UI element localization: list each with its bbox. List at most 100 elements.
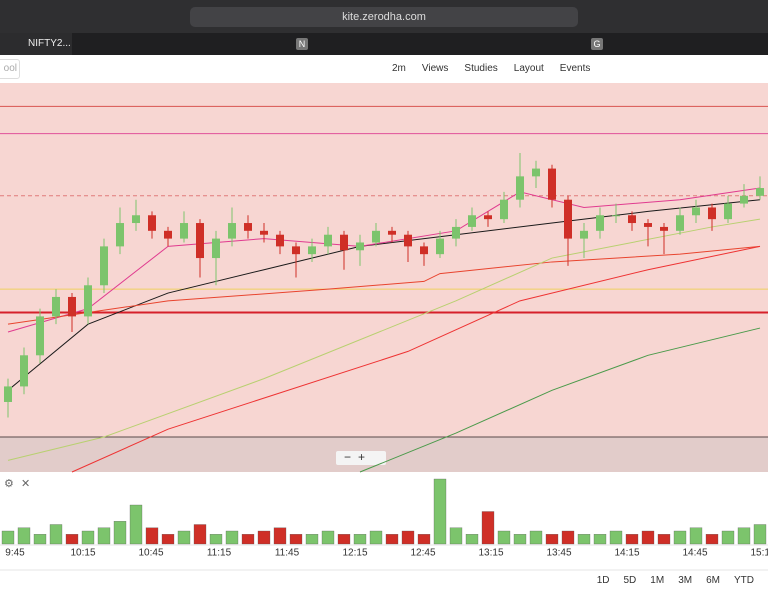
volume-bar (193, 524, 207, 545)
moving-average (71, 245, 761, 473)
x-tick-label: 12:15 (342, 548, 367, 559)
tab-title: NIFTY2... (28, 38, 71, 49)
settings-icon[interactable]: ⚙ (4, 478, 14, 490)
volume-bar (689, 527, 703, 545)
toolbar-items: 2m Views Studies Layout Events (392, 55, 606, 83)
x-tick-label: 10:15 (70, 548, 95, 559)
volume-bar (241, 534, 255, 545)
candle-body (484, 215, 492, 220)
candle-body (164, 230, 172, 239)
volume-bar (593, 534, 607, 545)
volume-bar (225, 530, 239, 545)
volume-bar (577, 534, 591, 545)
volume-bar (369, 530, 383, 545)
candle-body (580, 230, 588, 239)
x-tick-label: 11:45 (275, 548, 300, 559)
candle-body (468, 215, 476, 227)
volume-bar (529, 530, 543, 545)
tab-icon[interactable]: N (296, 38, 308, 50)
candle-body (292, 246, 300, 255)
toolbar-item[interactable]: Views (421, 63, 449, 74)
candle-body (500, 199, 508, 220)
candle-body (260, 230, 268, 235)
candle-body (516, 176, 524, 200)
volume-bar (321, 530, 335, 545)
volume-bar (353, 534, 367, 545)
volume-bar (145, 527, 159, 545)
volume-bar (305, 534, 319, 545)
volume-bar (401, 530, 415, 545)
volume-bar (609, 530, 623, 545)
range-button[interactable]: 1M (650, 575, 665, 586)
chart: − + ⚙ ✕ 9:45 10:15 10:45 11:15 11:45 12:15 12:… (0, 83, 768, 571)
symbol-search[interactable]: ool (0, 59, 20, 79)
candle-body (244, 223, 252, 231)
moving-average (359, 327, 761, 473)
x-tick-label: 9:45 (5, 548, 25, 559)
volume-bar (385, 534, 399, 545)
candle-body (100, 246, 108, 286)
price-pane (0, 83, 768, 437)
candle-body (564, 199, 572, 239)
candle-body (740, 195, 748, 204)
moving-average (7, 245, 761, 325)
url: kite.zerodha.com (342, 11, 426, 23)
search-placeholder: ool (3, 63, 17, 74)
tab-letter: G (593, 39, 601, 49)
candle-body (708, 207, 716, 220)
range-button[interactable]: YTD (734, 575, 754, 586)
candle-body (340, 234, 348, 251)
address-bar[interactable]: kite.zerodha.com (190, 7, 578, 27)
range-button[interactable]: 5D (623, 575, 637, 586)
candle-body (724, 203, 732, 220)
candle-body (20, 355, 28, 387)
candle-body (660, 226, 668, 231)
candle-body (532, 168, 540, 177)
x-tick-label: 14:45 (682, 548, 707, 559)
candle-body (276, 234, 284, 247)
toolbar-item[interactable]: Layout (513, 63, 544, 74)
volume-bar (113, 521, 127, 545)
toolbar-item[interactable]: Studies (464, 63, 498, 74)
volume-bar (161, 534, 175, 545)
candle-body (404, 234, 412, 247)
range-button[interactable]: 6M (706, 575, 720, 586)
tab-icon[interactable]: G (591, 38, 603, 50)
zoom-in[interactable]: + (358, 450, 365, 464)
candle-body (52, 296, 60, 317)
range-button[interactable]: 3M (678, 575, 693, 586)
volume-bar (641, 530, 655, 545)
zoom-out[interactable]: − (344, 450, 351, 464)
tab-bar: NIFTY2... N G (0, 33, 768, 55)
volume-bar (513, 534, 527, 545)
candle-body (676, 215, 684, 231)
volume-bar (289, 534, 303, 545)
candle-body (628, 215, 636, 224)
candle-body (132, 215, 140, 224)
candle-body (548, 168, 556, 200)
x-tick-label: 13:15 (478, 548, 503, 559)
volume-bar (545, 534, 559, 545)
volume-bar (337, 534, 351, 545)
candle-body (420, 246, 428, 255)
candle-body (196, 223, 204, 259)
candle-body (228, 223, 236, 239)
toolbar-item[interactable]: 2m (392, 63, 406, 74)
x-tick-label: 14:15 (614, 548, 639, 559)
volume-bar (497, 530, 511, 545)
toolbar-item[interactable]: Events (559, 63, 591, 74)
active-tab[interactable]: NIFTY2... (0, 33, 72, 55)
volume-bar (753, 524, 767, 545)
candle-body (324, 234, 332, 247)
candle-body (388, 230, 396, 235)
volume-bar (129, 504, 143, 545)
close-icon[interactable]: ✕ (21, 478, 30, 490)
zoom-controls[interactable] (336, 451, 386, 465)
volume-bar (177, 530, 191, 545)
volume-bar (417, 534, 431, 545)
volume-bar (65, 534, 79, 545)
candle-body (612, 215, 620, 217)
range-button[interactable]: 1D (596, 575, 610, 586)
x-tick-label: 10:45 (138, 548, 163, 559)
